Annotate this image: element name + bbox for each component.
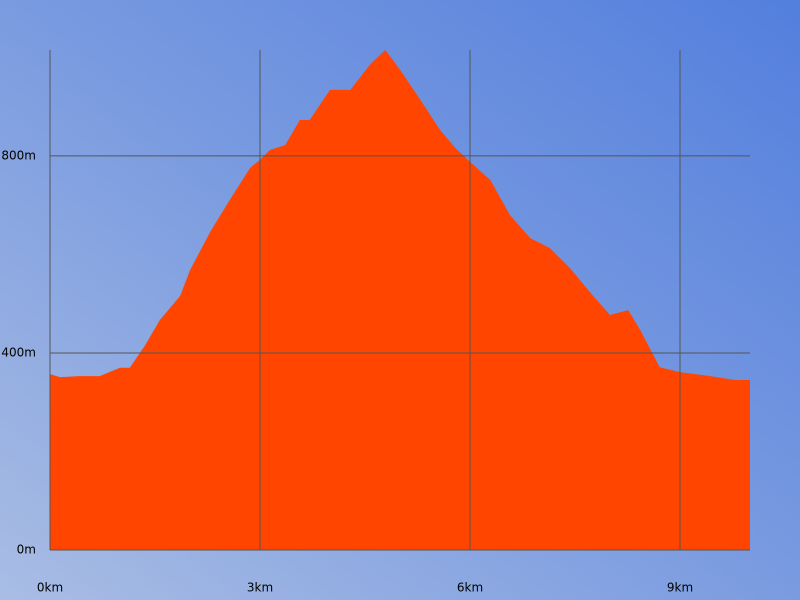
y-tick-label: 400m	[1, 345, 36, 359]
y-tick-label: 0m	[17, 543, 36, 557]
x-tick-label: 6km	[457, 581, 483, 595]
x-tick-label: 3km	[247, 581, 273, 595]
x-tick-label: 9km	[667, 581, 693, 595]
elevation-area	[50, 50, 750, 550]
y-tick-label: 800m	[1, 148, 36, 162]
x-tick-label: 0km	[37, 581, 63, 595]
